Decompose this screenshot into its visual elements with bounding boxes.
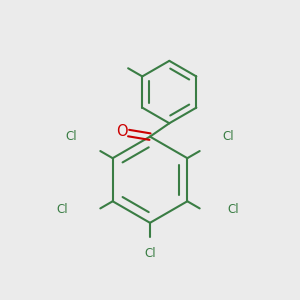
Text: Cl: Cl	[227, 203, 239, 216]
Text: O: O	[116, 124, 128, 140]
Text: Cl: Cl	[57, 203, 68, 216]
Text: Cl: Cl	[144, 247, 156, 260]
Text: Cl: Cl	[223, 130, 234, 143]
Text: Cl: Cl	[66, 130, 77, 143]
